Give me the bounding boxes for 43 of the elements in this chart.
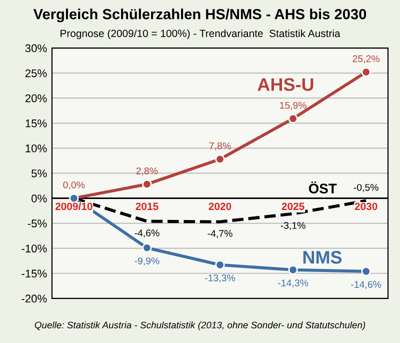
point xyxy=(288,114,298,124)
y-tick-label: -5% xyxy=(28,220,47,228)
x-tick-label: 2030 xyxy=(354,202,378,210)
data-label: 15,9% xyxy=(280,102,306,110)
point xyxy=(361,67,371,77)
data-label: -4,7% xyxy=(208,230,232,238)
point xyxy=(361,266,371,276)
data-label: -14,3% xyxy=(278,279,308,288)
point xyxy=(288,265,298,275)
data-label: -9,9% xyxy=(134,257,160,266)
point xyxy=(142,242,152,253)
x-tick-label: 2020 xyxy=(208,202,232,210)
data-label: 2,8% xyxy=(136,167,158,176)
y-tick-label: 20% xyxy=(25,94,47,102)
y-tick-label: 5% xyxy=(32,170,47,178)
data-label: -4,6% xyxy=(134,230,160,238)
x-tick-label: 2009/10 xyxy=(55,202,92,210)
data-label: -0,5% xyxy=(354,184,378,192)
data-label: -14,6% xyxy=(351,280,382,290)
y-tick-label: 15% xyxy=(26,119,47,128)
chart-title: Vergleich Schülerzahlen HS/NMS - AHS bis 2030 xyxy=(33,8,366,22)
y-tick-label: -15% xyxy=(22,270,47,278)
series-label: ÖST xyxy=(308,181,337,194)
y-tick-label: 30% xyxy=(25,44,47,52)
source-note: Quelle: Statistik Austria - Schulstatistik (2013, ohne Sonder- und Statutschulen) xyxy=(34,321,366,330)
series-label: NMS xyxy=(303,250,342,264)
y-tick-label: 10% xyxy=(26,144,47,152)
chart-subtitle: Prognose (2009/10 = 100%) - Trendvariante Statistik Austria xyxy=(60,29,340,40)
point xyxy=(142,179,152,190)
x-tick-label: 2015 xyxy=(136,202,158,210)
point xyxy=(215,154,225,164)
data-label: 0,0% xyxy=(63,181,85,190)
y-tick-label: -20% xyxy=(22,294,47,303)
data-label: -3,1% xyxy=(280,222,306,230)
data-label: 7,8% xyxy=(209,142,231,150)
point xyxy=(215,260,225,270)
series-label: AHS-U xyxy=(258,78,314,91)
data-label: 25,2% xyxy=(352,55,380,64)
data-label: -13,3% xyxy=(205,274,236,283)
y-tick-label: 0% xyxy=(32,194,47,202)
y-tick-label: -10% xyxy=(22,244,47,252)
x-tick-label: 2025 xyxy=(282,202,304,210)
y-tick-label: 25% xyxy=(25,69,47,78)
